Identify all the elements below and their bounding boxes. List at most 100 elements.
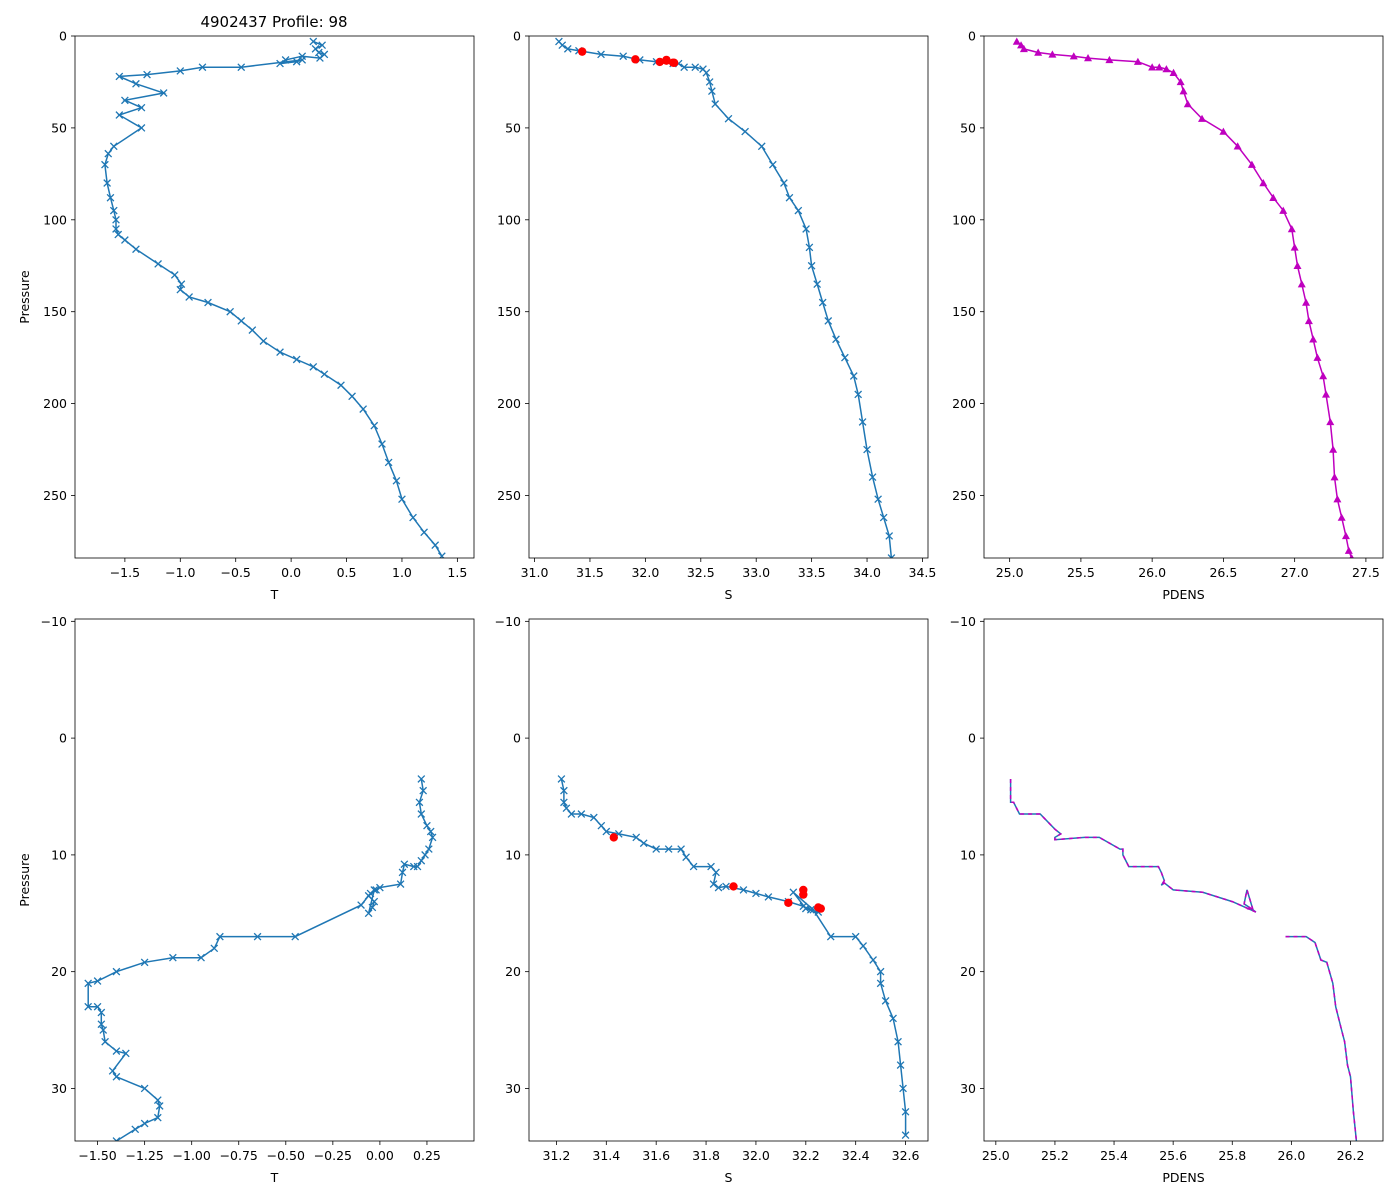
plot-area bbox=[557, 775, 910, 1140]
x-marker bbox=[359, 405, 368, 413]
x-marker bbox=[368, 903, 377, 912]
x-tick-label: 31.4 bbox=[592, 1148, 620, 1163]
x-marker bbox=[309, 362, 318, 371]
x-marker bbox=[876, 967, 885, 976]
y-tick-label: −10 bbox=[950, 614, 976, 629]
axes-frame bbox=[528, 618, 929, 1142]
x-marker bbox=[384, 458, 393, 467]
x-tick-label: 31.8 bbox=[692, 1148, 720, 1163]
x-marker bbox=[632, 833, 641, 842]
x-marker bbox=[805, 243, 814, 252]
x-marker bbox=[426, 827, 435, 836]
x-tick-label: 32.4 bbox=[842, 1148, 870, 1163]
triangle-marker bbox=[1309, 335, 1318, 343]
x-marker bbox=[101, 160, 109, 169]
flagged-point bbox=[609, 833, 618, 842]
x-marker bbox=[794, 206, 803, 215]
x-marker bbox=[204, 298, 212, 307]
x-marker bbox=[589, 813, 598, 822]
x-tick-label: 25.6 bbox=[1159, 1148, 1187, 1163]
x-marker bbox=[198, 63, 207, 72]
panel-bottom-temperature: −1.50 −1.25 −1.00 −0.75 −0.50 −0.25 0.00 0.25 −1… bbox=[17, 614, 475, 1185]
x-tick-label: 33.5 bbox=[798, 565, 826, 580]
x-tick-label: 0.0 bbox=[281, 565, 301, 580]
plot-area bbox=[1012, 37, 1354, 558]
x-tick-label: 33.0 bbox=[742, 565, 770, 580]
triangle-marker bbox=[1176, 77, 1185, 86]
x-marker bbox=[104, 149, 113, 158]
x-marker bbox=[557, 775, 566, 783]
x-tick-label: 25.4 bbox=[1100, 1148, 1128, 1163]
x-tick-label: 31.6 bbox=[642, 1148, 670, 1163]
x-tick-label: 27.5 bbox=[1352, 565, 1380, 580]
x-tick-label: −0.5 bbox=[221, 565, 251, 580]
x-axis-label: T bbox=[270, 1170, 279, 1185]
x-marker bbox=[677, 845, 685, 853]
x-marker bbox=[398, 495, 406, 504]
x-marker bbox=[739, 886, 748, 894]
x-marker bbox=[253, 932, 262, 941]
x-marker bbox=[281, 56, 290, 64]
x-marker bbox=[276, 59, 284, 68]
x-marker bbox=[176, 67, 185, 75]
x-marker bbox=[409, 862, 418, 871]
x-marker bbox=[768, 160, 777, 169]
x-marker bbox=[376, 883, 384, 892]
axes-frame bbox=[74, 618, 475, 1142]
x-marker bbox=[849, 372, 858, 380]
triangle-marker bbox=[1326, 417, 1335, 426]
x-marker bbox=[841, 353, 849, 362]
triangle-marker bbox=[1322, 390, 1330, 398]
panel-top-density: 25.0 25.5 26.0 26.5 27.0 27.5 0 50 100 150 200 250 P… bbox=[952, 29, 1384, 602]
triangle-marker bbox=[1012, 37, 1021, 45]
x-tick-label: 34.0 bbox=[853, 565, 881, 580]
panel-top-temperature: −1.5 −1.0 −0.5 0.0 0.5 1.0 1.5 0 50 100 150 200 250 T… bbox=[17, 29, 475, 602]
x-marker bbox=[372, 886, 380, 894]
triangle-marker bbox=[1287, 224, 1296, 233]
x-marker bbox=[320, 370, 329, 379]
triangle-marker bbox=[1269, 193, 1278, 201]
x-marker bbox=[137, 124, 146, 132]
x-marker bbox=[780, 179, 788, 187]
y-tick-label: 200 bbox=[952, 396, 976, 411]
x-tick-label: 25.0 bbox=[996, 565, 1024, 580]
x-marker bbox=[419, 786, 428, 795]
x-marker bbox=[121, 96, 129, 105]
x-marker bbox=[876, 979, 885, 988]
x-marker bbox=[109, 142, 118, 151]
x-marker bbox=[567, 810, 576, 818]
y-tick-label: 150 bbox=[952, 304, 976, 319]
triangle-marker bbox=[1198, 114, 1207, 122]
x-tick-label: 32.6 bbox=[892, 1148, 920, 1163]
x-marker bbox=[863, 445, 871, 454]
x-marker bbox=[112, 225, 120, 233]
x-marker bbox=[818, 298, 827, 307]
panel-top-salinity: 31.0 31.5 32.0 32.5 33.0 33.5 34.0 34.5 0 50 100 15… bbox=[497, 29, 936, 603]
y-tick-label: 100 bbox=[43, 212, 67, 227]
x-marker bbox=[106, 193, 115, 202]
triangle-marker bbox=[1105, 55, 1114, 64]
y-tick-label: 200 bbox=[43, 396, 67, 411]
x-tick-label: 32.0 bbox=[742, 1148, 770, 1163]
x-marker bbox=[366, 889, 375, 898]
x-marker bbox=[109, 206, 118, 215]
x-marker bbox=[159, 89, 168, 97]
triangle-marker bbox=[1148, 63, 1157, 71]
x-marker bbox=[757, 142, 766, 151]
x-marker bbox=[851, 932, 860, 941]
y-tick-label: 250 bbox=[952, 488, 976, 503]
triangle-marker bbox=[1297, 280, 1306, 288]
x-tick-label: 31.2 bbox=[543, 1148, 571, 1163]
x-marker bbox=[885, 532, 894, 540]
x-marker bbox=[708, 87, 716, 96]
x-marker bbox=[398, 868, 407, 877]
plot-area bbox=[101, 37, 446, 558]
x-marker bbox=[121, 236, 129, 244]
x-tick-label: 31.5 bbox=[576, 565, 604, 580]
y-tick-label: 100 bbox=[952, 212, 976, 227]
x-marker bbox=[370, 421, 379, 430]
flagged-point bbox=[631, 55, 640, 64]
x-marker bbox=[417, 856, 426, 865]
x-marker bbox=[115, 111, 124, 119]
axes-frame bbox=[983, 35, 1384, 559]
